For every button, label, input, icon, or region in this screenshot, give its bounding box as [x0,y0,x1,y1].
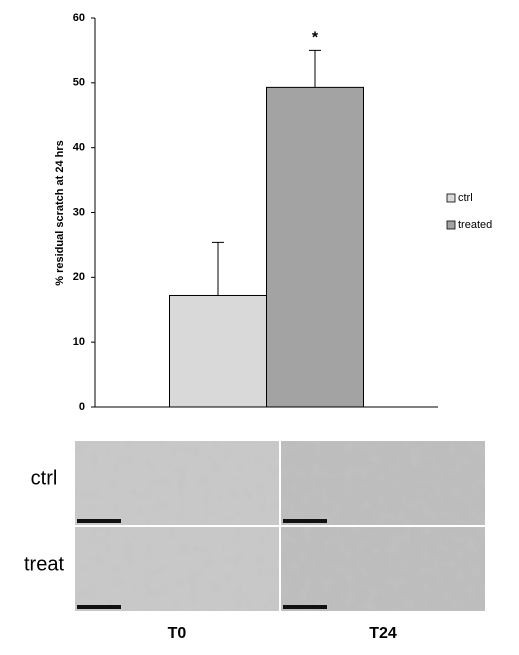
y-tick-label: 10 [73,336,85,348]
legend-label: ctrl [458,192,473,204]
y-tick-label: 20 [73,271,85,283]
row-label: treat [24,553,64,575]
legend-swatch [446,193,456,203]
column-label: T24 [369,625,397,642]
annotation: * [312,30,319,47]
bar [266,86,364,408]
y-axis-label: % residual scratch at 24 hrs [54,140,66,286]
y-tick-label: 60 [73,12,85,24]
legend-swatch [446,220,456,230]
micrograph-texture [281,527,485,611]
row-label: ctrl [31,467,58,489]
y-tick-label: 40 [73,142,85,154]
scale-bar [283,519,327,523]
error-bar [309,49,321,88]
image-panels: ctrl treat T0 T24 [24,441,485,642]
error-bar [212,241,224,296]
micrograph-texture [75,441,279,525]
micrograph-texture [75,527,279,611]
scale-bar [77,519,121,523]
column-label: T0 [168,625,187,642]
micrograph-texture [281,441,485,525]
y-tick-label: 30 [73,206,85,218]
bar [169,294,267,408]
y-tick-label: 50 [73,77,85,89]
scale-bar [77,605,121,609]
legend-label: treated [458,219,492,231]
y-tick-label: 0 [79,401,85,413]
scale-bar [283,605,327,609]
